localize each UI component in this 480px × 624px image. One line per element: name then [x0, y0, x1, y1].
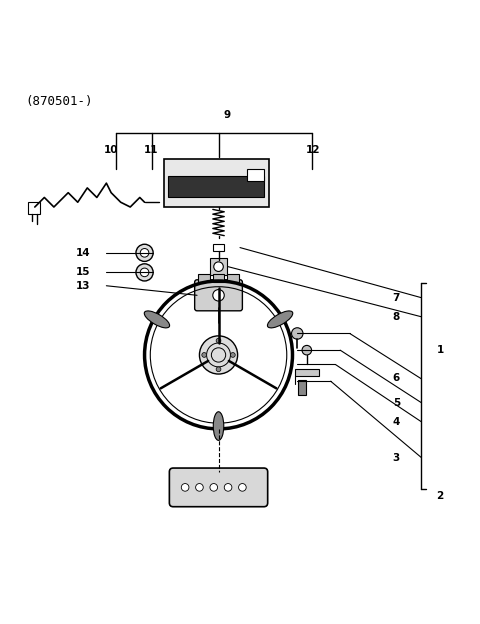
Ellipse shape [267, 311, 293, 328]
Circle shape [140, 248, 149, 257]
Circle shape [302, 346, 312, 355]
Ellipse shape [144, 311, 169, 328]
Text: 2: 2 [437, 490, 444, 500]
Circle shape [239, 484, 246, 491]
FancyBboxPatch shape [168, 176, 264, 197]
Text: 8: 8 [393, 312, 400, 322]
Circle shape [210, 484, 217, 491]
Text: 7: 7 [393, 293, 400, 303]
Text: 4: 4 [393, 417, 400, 427]
Circle shape [224, 484, 232, 491]
Circle shape [202, 353, 206, 358]
Text: 13: 13 [75, 281, 90, 291]
Text: 12: 12 [306, 145, 320, 155]
FancyBboxPatch shape [169, 468, 268, 507]
Text: 14: 14 [75, 248, 90, 258]
Circle shape [199, 336, 238, 374]
FancyBboxPatch shape [28, 202, 39, 214]
FancyBboxPatch shape [210, 258, 227, 275]
FancyBboxPatch shape [298, 380, 306, 394]
Text: 11: 11 [144, 145, 158, 155]
FancyBboxPatch shape [213, 244, 224, 251]
Circle shape [136, 244, 153, 261]
Circle shape [216, 338, 221, 343]
Text: 1: 1 [437, 345, 444, 355]
FancyBboxPatch shape [213, 273, 224, 282]
Text: 15: 15 [75, 268, 90, 278]
Circle shape [181, 484, 189, 491]
Circle shape [136, 264, 153, 281]
Circle shape [291, 328, 303, 339]
Circle shape [214, 262, 223, 271]
FancyBboxPatch shape [295, 369, 319, 376]
Text: 10: 10 [104, 145, 119, 155]
Circle shape [196, 484, 203, 491]
Ellipse shape [213, 412, 224, 441]
Text: (870501-): (870501-) [25, 95, 93, 108]
FancyBboxPatch shape [199, 273, 210, 282]
Circle shape [140, 268, 149, 276]
Text: 3: 3 [393, 452, 400, 462]
Circle shape [216, 367, 221, 372]
FancyBboxPatch shape [227, 273, 239, 282]
FancyBboxPatch shape [195, 280, 242, 311]
Text: 6: 6 [393, 373, 400, 383]
Text: 5: 5 [393, 397, 400, 407]
Circle shape [213, 290, 224, 301]
FancyBboxPatch shape [164, 159, 269, 207]
FancyBboxPatch shape [247, 169, 264, 181]
Text: 9: 9 [223, 110, 230, 120]
Circle shape [230, 353, 235, 358]
